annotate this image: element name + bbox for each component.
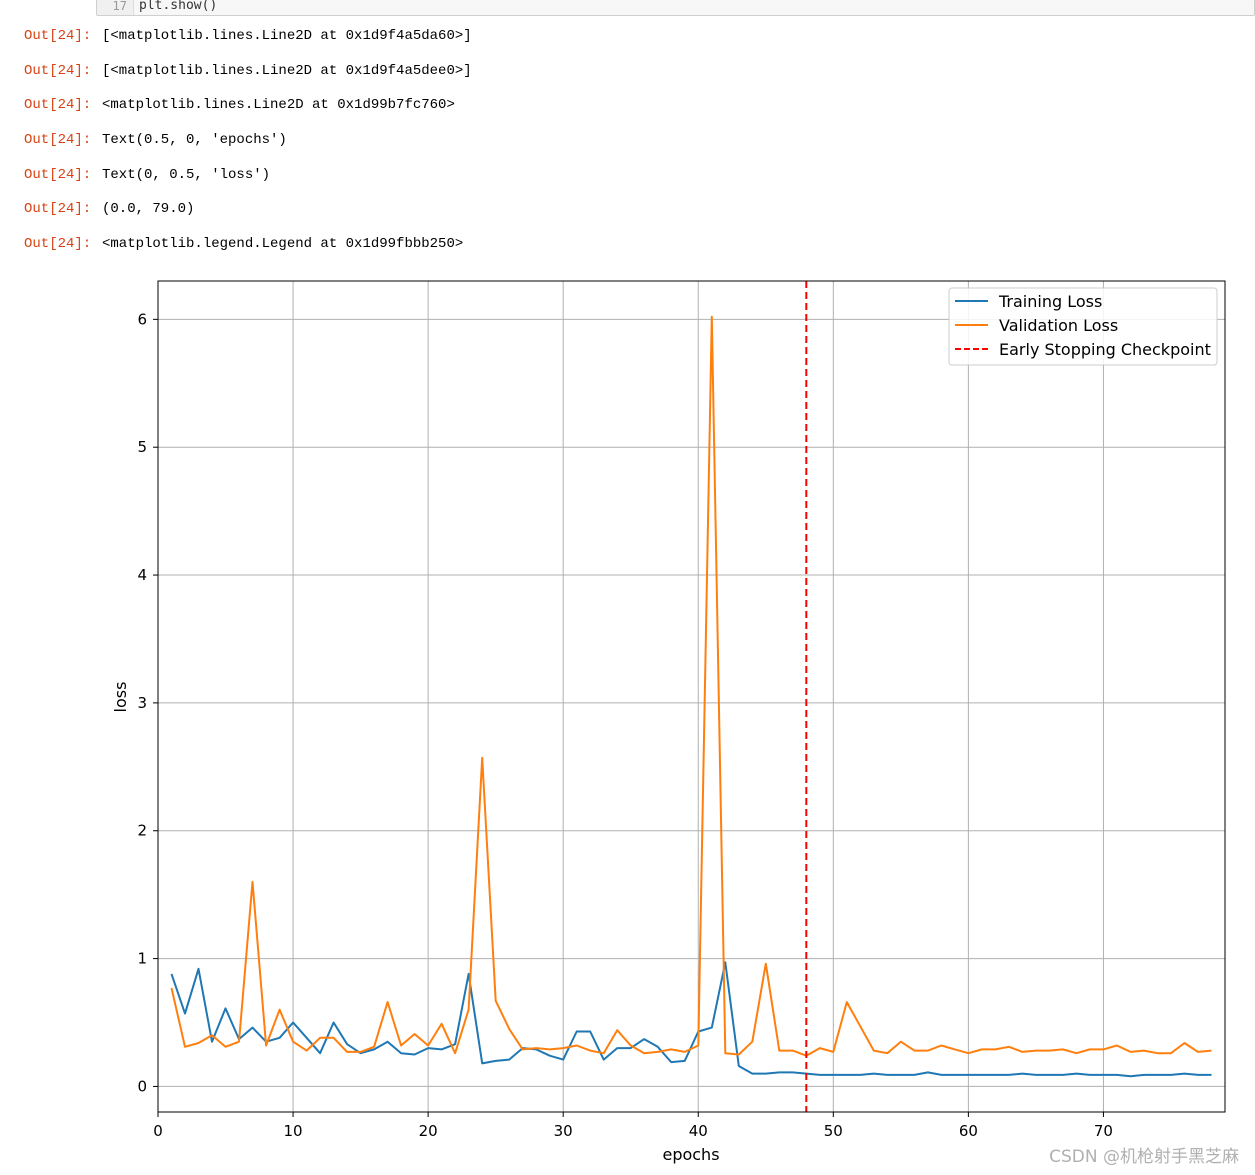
output-row: Out[24]: Text(0.5, 0, 'epochs') [0, 132, 900, 152]
code-gutter: 17 [97, 0, 134, 15]
output-prompt: Out[24]: [24, 236, 92, 252]
output-row: Out[24]: [<matplotlib.lines.Line2D at 0x… [0, 28, 900, 48]
output-row: Out[24]: [<matplotlib.lines.Line2D at 0x… [0, 63, 900, 83]
y-tick-label: 0 [137, 1077, 147, 1095]
output-row: Out[24]: <matplotlib.lines.Line2D at 0x1… [0, 97, 900, 117]
x-tick-label: 50 [824, 1122, 843, 1140]
output-prompt: Out[24]: [24, 201, 92, 217]
y-tick-label: 3 [137, 694, 147, 712]
x-tick-label: 10 [284, 1122, 303, 1140]
y-tick-label: 4 [137, 566, 147, 584]
grid-lines [157, 281, 1225, 1112]
validation-loss-line [170, 315, 1212, 1057]
output-text: <matplotlib.legend.Legend at 0x1d99fbbb2… [102, 236, 464, 252]
watermark: CSDN @机枪射手黑芝麻 [1049, 1147, 1239, 1167]
y-tick-label: 5 [137, 438, 147, 456]
y-tick-label: 1 [137, 950, 147, 968]
training-loss-line [170, 961, 1212, 1078]
legend-label: Validation Loss [999, 316, 1118, 335]
output-prompt: Out[24]: [24, 167, 92, 183]
output-text: Text(0.5, 0, 'epochs') [102, 132, 287, 148]
legend-label: Training Loss [998, 292, 1102, 311]
x-tick-label: 30 [554, 1122, 573, 1140]
output-text: [<matplotlib.lines.Line2D at 0x1d9f4a5da… [102, 28, 472, 44]
code-cell[interactable]: 17 plt.show() [96, 0, 1255, 16]
plot-frame [157, 280, 1226, 1113]
output-prompt: Out[24]: [24, 28, 92, 44]
output-row: Out[24]: Text(0, 0.5, 'loss') [0, 167, 900, 187]
line-number: 17 [112, 0, 127, 13]
legend-label: Early Stopping Checkpoint [999, 340, 1211, 359]
x-tick-label: 70 [1094, 1122, 1113, 1140]
output-text: [<matplotlib.lines.Line2D at 0x1d9f4a5de… [102, 63, 472, 79]
x-tick-label: 60 [959, 1122, 978, 1140]
output-row: Out[24]: <matplotlib.legend.Legend at 0x… [0, 236, 900, 256]
output-prompt: Out[24]: [24, 63, 92, 79]
legend-box [948, 287, 1218, 366]
legend: Training Loss Validation Loss Early Stoppi… [948, 287, 1218, 366]
series-lines [170, 315, 1212, 1078]
output-text: Text(0, 0.5, 'loss') [102, 167, 271, 183]
x-tick-label: 0 [153, 1122, 163, 1140]
code-line: plt.show() [139, 0, 218, 13]
x-axis-label: epochs [662, 1145, 719, 1164]
x-tick-label: 20 [419, 1122, 438, 1140]
output-text: (0.0, 79.0) [102, 201, 195, 217]
output-prompt: Out[24]: [24, 132, 92, 148]
y-ticks: 0 1 2 3 4 5 6 [137, 310, 158, 1095]
y-tick-label: 6 [137, 310, 147, 328]
output-text: <matplotlib.lines.Line2D at 0x1d99b7fc76… [102, 97, 455, 113]
x-tick-label: 40 [689, 1122, 708, 1140]
output-row: Out[24]: (0.0, 79.0) [0, 201, 900, 221]
output-prompt: Out[24]: [24, 97, 92, 113]
x-ticks: 0 10 20 30 40 50 60 70 [153, 1112, 1113, 1140]
y-tick-label: 2 [137, 822, 147, 840]
y-axis-label: loss [111, 682, 130, 713]
